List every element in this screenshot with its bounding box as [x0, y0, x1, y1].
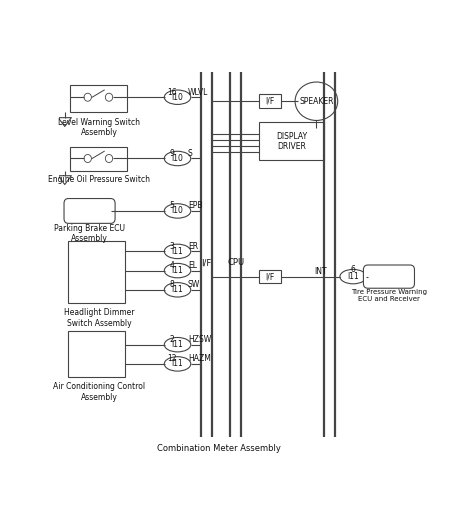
Circle shape: [105, 93, 113, 101]
Text: S: S: [188, 149, 192, 158]
Text: Engine Oil Pressure Switch: Engine Oil Pressure Switch: [48, 175, 150, 184]
Text: I11: I11: [172, 340, 183, 349]
FancyBboxPatch shape: [259, 95, 281, 108]
FancyBboxPatch shape: [259, 122, 324, 161]
Text: 12: 12: [167, 354, 177, 363]
Text: I10: I10: [172, 206, 183, 215]
Text: Tire Pressure Warning
ECU and Receiver: Tire Pressure Warning ECU and Receiver: [351, 289, 427, 302]
Ellipse shape: [295, 82, 337, 121]
Text: DISPLAY
DRIVER: DISPLAY DRIVER: [276, 132, 307, 151]
Text: Combination Meter Assembly: Combination Meter Assembly: [157, 444, 281, 453]
Text: HAZM: HAZM: [188, 354, 211, 363]
Text: CPU: CPU: [227, 258, 244, 267]
Ellipse shape: [164, 357, 191, 371]
Ellipse shape: [164, 244, 191, 258]
Ellipse shape: [164, 337, 191, 352]
Text: 6: 6: [351, 265, 356, 274]
Ellipse shape: [164, 204, 191, 218]
Circle shape: [84, 154, 91, 162]
Text: SW: SW: [188, 280, 200, 289]
Text: I/F: I/F: [265, 272, 275, 281]
Text: I11: I11: [172, 285, 183, 294]
FancyBboxPatch shape: [64, 199, 115, 224]
FancyBboxPatch shape: [70, 85, 127, 112]
Text: Headlight Dimmer
Switch Assembly: Headlight Dimmer Switch Assembly: [64, 308, 134, 328]
Text: Parking Brake ECU
Assembly: Parking Brake ECU Assembly: [54, 224, 125, 243]
Text: EL: EL: [188, 261, 197, 270]
Text: ER: ER: [188, 242, 198, 251]
Ellipse shape: [164, 90, 191, 105]
FancyBboxPatch shape: [259, 270, 281, 283]
Text: INT: INT: [314, 267, 327, 276]
Circle shape: [105, 154, 113, 162]
FancyBboxPatch shape: [68, 331, 125, 376]
Text: SPEAKER: SPEAKER: [299, 97, 334, 106]
Text: 8: 8: [170, 280, 174, 289]
Text: I11: I11: [172, 359, 183, 368]
Text: 3: 3: [170, 242, 174, 251]
Text: Air Conditioning Control
Assembly: Air Conditioning Control Assembly: [53, 382, 145, 402]
Text: I10: I10: [172, 93, 183, 102]
Text: 5: 5: [170, 201, 174, 210]
Text: I10: I10: [172, 154, 183, 163]
Text: 4: 4: [170, 261, 174, 270]
Text: I11: I11: [347, 272, 359, 281]
Ellipse shape: [164, 283, 191, 297]
Text: I11: I11: [172, 247, 183, 256]
Text: EPB: EPB: [188, 201, 202, 210]
Text: 2: 2: [170, 335, 174, 344]
Text: 16: 16: [167, 87, 177, 97]
Ellipse shape: [164, 264, 191, 278]
FancyBboxPatch shape: [70, 147, 127, 171]
Text: WLVL: WLVL: [188, 87, 208, 97]
Ellipse shape: [164, 151, 191, 166]
Circle shape: [84, 93, 91, 101]
Polygon shape: [310, 128, 323, 138]
Text: 9: 9: [170, 149, 174, 158]
Ellipse shape: [340, 269, 366, 284]
Text: HZSW: HZSW: [188, 335, 211, 344]
Text: Level Warning Switch
Assembly: Level Warning Switch Assembly: [58, 118, 140, 137]
Text: I/F: I/F: [265, 97, 275, 106]
Text: I11: I11: [172, 266, 183, 275]
Text: I/F: I/F: [201, 258, 211, 267]
FancyBboxPatch shape: [364, 265, 414, 288]
FancyBboxPatch shape: [68, 241, 125, 303]
